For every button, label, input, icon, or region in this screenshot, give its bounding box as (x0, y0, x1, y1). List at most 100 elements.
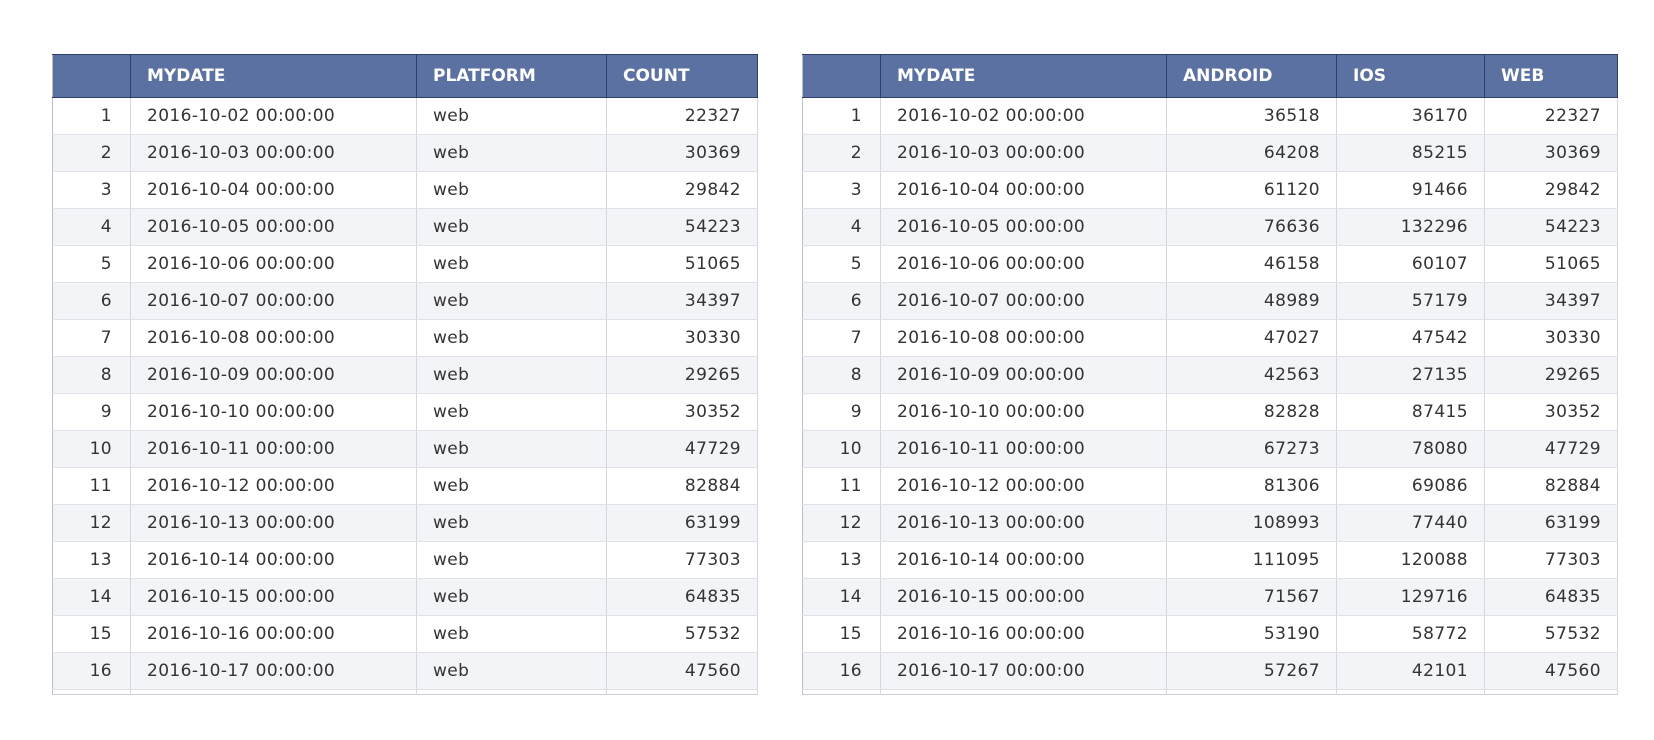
row-index-cell: 4 (52, 208, 131, 246)
mydate-cell: 2016-10-07 00:00:00 (880, 282, 1167, 320)
count-cell: 29265 (606, 356, 758, 394)
table-row[interactable]: 9 2016-10-10 00:00:00 82828 87415 30352 (802, 393, 1618, 431)
web-cell: 47560 (1484, 652, 1618, 690)
table-row[interactable]: 2 2016-10-03 00:00:00 web 30369 (52, 134, 758, 172)
row-index-cell: 3 (52, 171, 131, 209)
android-cell: 57267 (1166, 652, 1337, 690)
row-index-cell: 16 (802, 652, 881, 690)
web-cell: 34397 (1484, 282, 1618, 320)
table-cell-empty (416, 689, 607, 695)
count-cell: 77303 (606, 541, 758, 579)
ios-cell: 129716 (1336, 578, 1485, 616)
column-header-index[interactable] (802, 54, 881, 98)
count-cell: 22327 (606, 97, 758, 135)
table-row[interactable]: 16 2016-10-17 00:00:00 57267 42101 47560 (802, 652, 1618, 690)
table-row[interactable]: 6 2016-10-07 00:00:00 web 34397 (52, 282, 758, 320)
table-row[interactable]: 12 2016-10-13 00:00:00 108993 77440 63199 (802, 504, 1618, 542)
table-row[interactable]: 4 2016-10-05 00:00:00 76636 132296 54223 (802, 208, 1618, 246)
row-index-cell: 12 (802, 504, 881, 542)
row-index-cell: 12 (52, 504, 131, 542)
platform-cell: web (416, 393, 607, 431)
table-row[interactable]: 14 2016-10-15 00:00:00 71567 129716 64835 (802, 578, 1618, 616)
table-row[interactable]: 15 2016-10-16 00:00:00 web 57532 (52, 615, 758, 653)
column-header-count[interactable]: COUNT (606, 54, 758, 98)
table-row[interactable]: 8 2016-10-09 00:00:00 web 29265 (52, 356, 758, 394)
mydate-cell: 2016-10-10 00:00:00 (880, 393, 1167, 431)
platform-cell: web (416, 467, 607, 505)
ios-cell: 58772 (1336, 615, 1485, 653)
table-row[interactable]: 3 2016-10-04 00:00:00 web 29842 (52, 171, 758, 209)
count-cell: 82884 (606, 467, 758, 505)
ios-cell: 69086 (1336, 467, 1485, 505)
column-header-index[interactable] (52, 54, 131, 98)
mydate-cell: 2016-10-11 00:00:00 (880, 430, 1167, 468)
android-cell: 47027 (1166, 319, 1337, 357)
count-cell: 47729 (606, 430, 758, 468)
column-header-platform[interactable]: PLATFORM (416, 54, 607, 98)
web-cell: 51065 (1484, 245, 1618, 283)
platform-cell: web (416, 430, 607, 468)
mydate-cell: 2016-10-06 00:00:00 (880, 245, 1167, 283)
mydate-cell: 2016-10-15 00:00:00 (130, 578, 417, 616)
table-row[interactable]: 15 2016-10-16 00:00:00 53190 58772 57532 (802, 615, 1618, 653)
table-cell-empty (1484, 689, 1618, 695)
table-row[interactable]: 8 2016-10-09 00:00:00 42563 27135 29265 (802, 356, 1618, 394)
table-row[interactable]: 12 2016-10-13 00:00:00 web 63199 (52, 504, 758, 542)
mydate-cell: 2016-10-10 00:00:00 (130, 393, 417, 431)
mydate-cell: 2016-10-04 00:00:00 (880, 171, 1167, 209)
row-index-cell: 8 (52, 356, 131, 394)
table-row[interactable]: 6 2016-10-07 00:00:00 48989 57179 34397 (802, 282, 1618, 320)
column-header-ios[interactable]: IOS (1336, 54, 1485, 98)
table-row[interactable]: 1 2016-10-02 00:00:00 36518 36170 22327 (802, 97, 1618, 135)
mydate-cell: 2016-10-16 00:00:00 (880, 615, 1167, 653)
mydate-cell: 2016-10-14 00:00:00 (130, 541, 417, 579)
mydate-cell: 2016-10-11 00:00:00 (130, 430, 417, 468)
web-cell: 82884 (1484, 467, 1618, 505)
ios-cell: 87415 (1336, 393, 1485, 431)
table-row[interactable]: 5 2016-10-06 00:00:00 46158 60107 51065 (802, 245, 1618, 283)
table-row[interactable]: 7 2016-10-08 00:00:00 web 30330 (52, 319, 758, 357)
column-header-android[interactable]: ANDROID (1166, 54, 1337, 98)
table-row[interactable]: 13 2016-10-14 00:00:00 web 77303 (52, 541, 758, 579)
column-header-web[interactable]: WEB (1484, 54, 1618, 98)
table-row[interactable]: 10 2016-10-11 00:00:00 67273 78080 47729 (802, 430, 1618, 468)
web-cell: 63199 (1484, 504, 1618, 542)
table-row[interactable]: 3 2016-10-04 00:00:00 61120 91466 29842 (802, 171, 1618, 209)
row-index-cell: 7 (802, 319, 881, 357)
table-row[interactable]: 2 2016-10-03 00:00:00 64208 85215 30369 (802, 134, 1618, 172)
platform-cell: web (416, 504, 607, 542)
table-row[interactable]: 9 2016-10-10 00:00:00 web 30352 (52, 393, 758, 431)
row-index-cell: 13 (52, 541, 131, 579)
column-header-mydate[interactable]: MYDATE (880, 54, 1167, 98)
android-cell: 76636 (1166, 208, 1337, 246)
row-index-cell: 9 (802, 393, 881, 431)
table-row[interactable]: 7 2016-10-08 00:00:00 47027 47542 30330 (802, 319, 1618, 357)
mydate-cell: 2016-10-14 00:00:00 (880, 541, 1167, 579)
table-row[interactable]: 1 2016-10-02 00:00:00 web 22327 (52, 97, 758, 135)
platform-cell: web (416, 578, 607, 616)
table-row[interactable]: 13 2016-10-14 00:00:00 111095 120088 77303 (802, 541, 1618, 579)
table-cell-empty (880, 689, 1167, 695)
table-row[interactable]: 10 2016-10-11 00:00:00 web 47729 (52, 430, 758, 468)
table-row[interactable]: 5 2016-10-06 00:00:00 web 51065 (52, 245, 758, 283)
column-header-mydate[interactable]: MYDATE (130, 54, 417, 98)
row-index-cell: 5 (52, 245, 131, 283)
table-row[interactable]: 11 2016-10-12 00:00:00 81306 69086 82884 (802, 467, 1618, 505)
table-row[interactable]: 4 2016-10-05 00:00:00 web 54223 (52, 208, 758, 246)
ios-cell: 78080 (1336, 430, 1485, 468)
ios-cell: 42101 (1336, 652, 1485, 690)
table-cell-empty (130, 689, 417, 695)
row-index-cell: 1 (802, 97, 881, 135)
android-cell: 67273 (1166, 430, 1337, 468)
table-cell-empty (1166, 689, 1337, 695)
count-cell: 29842 (606, 171, 758, 209)
android-cell: 108993 (1166, 504, 1337, 542)
mydate-cell: 2016-10-09 00:00:00 (880, 356, 1167, 394)
table-cell-empty (606, 689, 758, 695)
table-row[interactable]: 14 2016-10-15 00:00:00 web 64835 (52, 578, 758, 616)
mydate-cell: 2016-10-05 00:00:00 (880, 208, 1167, 246)
mydate-cell: 2016-10-09 00:00:00 (130, 356, 417, 394)
row-index-cell: 8 (802, 356, 881, 394)
table-row[interactable]: 11 2016-10-12 00:00:00 web 82884 (52, 467, 758, 505)
table-row[interactable]: 16 2016-10-17 00:00:00 web 47560 (52, 652, 758, 690)
